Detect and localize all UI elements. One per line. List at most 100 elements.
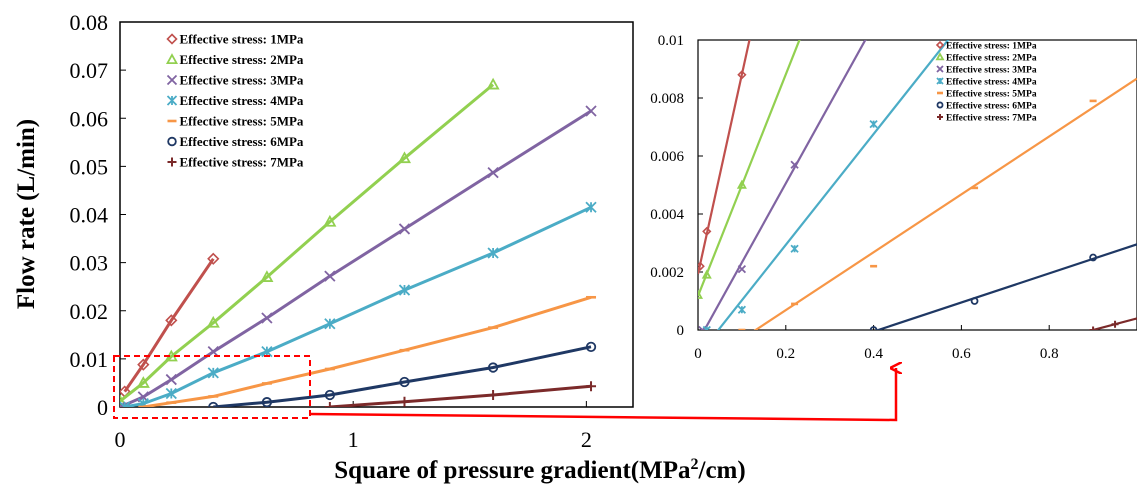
series-line xyxy=(143,295,592,407)
legend-entry-6: Effective stress: 6MPa xyxy=(936,101,1037,112)
y-tick-label: 0.01 xyxy=(70,347,109,372)
data-point xyxy=(790,160,799,169)
data-point xyxy=(1111,320,1119,328)
series-1 xyxy=(120,252,220,398)
series-7 xyxy=(324,381,597,407)
data-point xyxy=(869,119,878,129)
y-tick-label: 0.02 xyxy=(70,299,109,324)
series-3 xyxy=(698,40,867,330)
y-tick-label: 0.07 xyxy=(70,58,109,83)
x-tick-label: 1 xyxy=(348,427,359,452)
legend-label: Effective stress: 3MPa xyxy=(180,73,304,88)
series-5 xyxy=(138,295,597,407)
x-axis-title: Square of pressure gradient(MPa2/cm) xyxy=(334,456,745,484)
series-line xyxy=(120,83,495,403)
y-tick-label: 0.002 xyxy=(650,265,684,281)
zoom-connector-arrow xyxy=(309,368,896,422)
data-point xyxy=(207,252,220,265)
zoom-region-box xyxy=(113,355,311,419)
series-trend-line xyxy=(1088,317,1137,330)
series-1 xyxy=(698,40,751,275)
x-tick-label: 0.4 xyxy=(864,346,883,362)
legend-marker xyxy=(167,136,177,147)
series-line xyxy=(123,257,215,393)
series-6 xyxy=(869,243,1137,330)
legend-label: Effective stress: 6MPa xyxy=(180,134,304,149)
data-point xyxy=(790,244,799,253)
data-point xyxy=(165,373,177,386)
data-point xyxy=(206,315,220,328)
series-line xyxy=(329,384,592,407)
data-point xyxy=(698,261,705,271)
data-point xyxy=(702,226,712,237)
legend-entry-4: Effective stress: 4MPa xyxy=(936,77,1037,88)
legend-label: Effective stress: 7MPa xyxy=(946,114,1037,124)
x-tick-label: 0 xyxy=(694,346,702,362)
data-point xyxy=(398,223,411,235)
data-point xyxy=(398,284,411,296)
y-tick-label: 0.004 xyxy=(650,207,684,223)
y-tick-label: 0 xyxy=(677,323,685,339)
series-2 xyxy=(698,40,801,299)
data-point xyxy=(869,326,878,330)
series-line xyxy=(124,205,592,407)
legend-entry-3: Effective stress: 3MPa xyxy=(936,65,1037,76)
legend-label: Effective stress: 1MPa xyxy=(180,32,304,47)
legend-marker xyxy=(937,114,943,120)
data-point xyxy=(261,312,273,324)
x-tick-label: 0.8 xyxy=(1040,346,1059,362)
data-point xyxy=(585,201,597,213)
data-point xyxy=(136,376,150,388)
data-point xyxy=(207,346,219,358)
data-point xyxy=(165,387,177,400)
y-axis-title: Flow rate (L/min) xyxy=(13,119,40,309)
legend-label: Effective stress: 5MPa xyxy=(946,90,1037,100)
data-point xyxy=(260,270,274,282)
legend-entry-2: Effective stress: 2MPa xyxy=(935,52,1037,64)
y-tick-label: 0.06 xyxy=(70,106,109,131)
legend-marker xyxy=(936,77,944,85)
legend-entry-1: Effective stress: 1MPa xyxy=(166,32,304,47)
data-point xyxy=(585,105,597,117)
data-point xyxy=(586,381,597,392)
legend-marker xyxy=(166,33,178,45)
data-point xyxy=(399,376,410,388)
data-point xyxy=(324,389,336,401)
legend-marker xyxy=(936,101,944,109)
legend-label: Effective stress: 2MPa xyxy=(946,54,1037,64)
series-6 xyxy=(208,341,597,407)
data-point xyxy=(487,362,499,373)
legend-entry-2: Effective stress: 2MPa xyxy=(165,52,304,67)
series-4 xyxy=(702,40,950,330)
series-4 xyxy=(120,201,597,407)
series-5 xyxy=(738,77,1137,330)
x-tick-label: 0.2 xyxy=(776,346,795,362)
y-tick-label: 0.03 xyxy=(70,251,109,276)
data-point xyxy=(120,401,126,407)
data-point xyxy=(1089,253,1097,262)
series-trend-line xyxy=(698,40,801,297)
inset-legend: Effective stress: 1MPa Effective stress: … xyxy=(935,40,1037,124)
legend-entry-6: Effective stress: 6MPa xyxy=(167,134,304,149)
series-7 xyxy=(1088,317,1137,330)
legend-marker xyxy=(167,157,177,167)
y-tick-label: 0.006 xyxy=(650,149,684,165)
data-point xyxy=(261,346,273,358)
legend-label: Effective stress: 5MPa xyxy=(180,114,304,129)
data-point xyxy=(487,247,499,259)
legend-entry-4: Effective stress: 4MPa xyxy=(166,93,304,108)
legend-marker xyxy=(936,65,944,73)
legend-marker xyxy=(935,40,945,50)
y-tick-label: 0.05 xyxy=(70,154,109,179)
series-trend-line xyxy=(753,77,1137,330)
legend-entry-3: Effective stress: 3MPa xyxy=(166,73,304,88)
series-trend-line xyxy=(703,40,867,330)
legend-label: Effective stress: 4MPa xyxy=(180,93,304,108)
data-point xyxy=(165,314,178,327)
data-point xyxy=(208,401,219,407)
data-point xyxy=(1089,326,1097,330)
series-trend-line xyxy=(874,243,1137,330)
data-point xyxy=(324,270,336,282)
series-3 xyxy=(120,105,597,407)
data-point xyxy=(737,264,747,274)
